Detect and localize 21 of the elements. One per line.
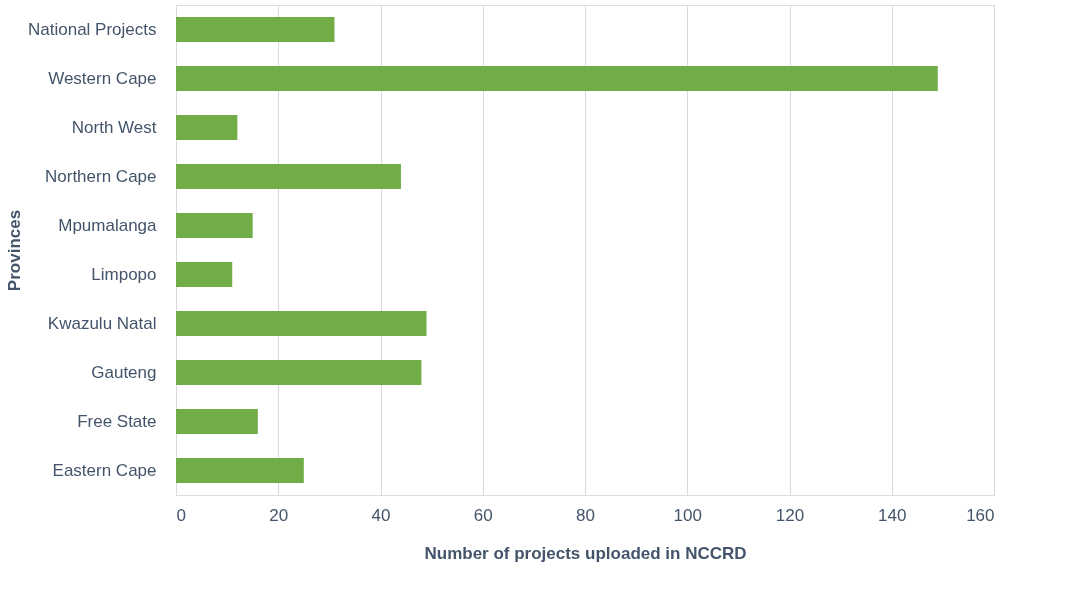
x-tick-label: 100 <box>673 505 702 525</box>
y-tick-label: National Projects <box>27 19 157 39</box>
y-tick-label: North West <box>71 117 157 137</box>
x-tick-label: 80 <box>576 505 595 525</box>
y-tick-label: Northern Cape <box>44 166 157 186</box>
x-tick-label: 140 <box>878 505 907 525</box>
x-tick-label: 40 <box>371 505 391 525</box>
y-tick-label: Kwazulu Natal <box>47 313 157 333</box>
x-tick-label: 0 <box>176 505 186 525</box>
x-tick-label: 160 <box>966 505 995 525</box>
y-tick-label: Western Cape <box>48 68 157 88</box>
y-tick-label: Limpopo <box>91 264 157 284</box>
y-tick-label: Gauteng <box>91 362 157 382</box>
y-tick-label: Mpumalanga <box>58 215 158 235</box>
x-tick-label: 120 <box>775 505 805 525</box>
x-tick-label: 20 <box>269 505 289 525</box>
x-tick-label: 60 <box>473 505 493 525</box>
y-tick-label: Eastern Cape <box>52 460 157 480</box>
y-axis-title: Provinces <box>5 209 24 292</box>
y-tick-label: Free State <box>77 411 157 431</box>
x-axis-title: Number of projects uploaded in NCCRD <box>424 543 747 563</box>
